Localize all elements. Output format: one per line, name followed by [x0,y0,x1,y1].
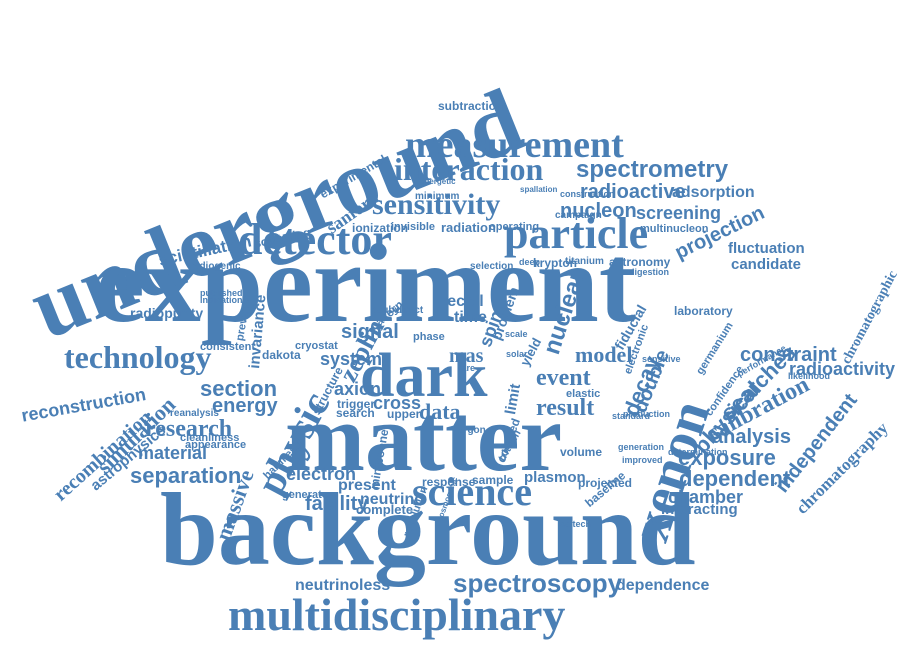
word-invisible: invisible [391,222,435,233]
word-solar: solar [506,350,528,359]
word-interaction: interaction [394,153,543,185]
word-elastic: elastic [566,389,600,400]
word-search: search [336,407,375,419]
word-separation: separation [130,465,241,487]
word-spallation: spallation [520,186,557,194]
word-fluctuation: fluctuation [728,241,805,256]
word-sensitive: sensitive [642,355,681,364]
word-interacting: interacting [661,502,738,517]
word-upper: upper [387,408,420,420]
word-deep: deep [519,258,540,267]
word-screening: screening [636,204,721,222]
word-event: event [536,366,591,390]
word-candidate: candidate [731,257,801,272]
word-construction: construction [560,190,615,199]
word-radiogenic: radiogenic [190,262,241,272]
word-chromatographic: chromatographic [840,269,900,367]
word-scale: scale [505,330,528,339]
word-radiation: radiation [441,221,496,234]
word-generation: generation [618,443,664,452]
word-phase: phase [413,332,445,343]
word-volume: volume [560,446,602,458]
word-generator: generator [282,490,333,501]
word-indication: indication [200,296,243,305]
word-recoil: recoil [441,294,484,310]
word-minimum: minimum [415,192,459,202]
word-plasmon: plasmon [524,470,586,485]
word-technology: technology [64,341,212,373]
word-radiopurity: radiopurity [130,306,203,320]
word-sample: sample [472,474,513,486]
word-energetic: energetic [420,178,456,186]
word-rare: rare [458,364,475,373]
word-multidisciplinary: multidisciplinary [228,592,565,638]
word-selection: selection [470,262,513,272]
word-multinucleon: multinucleon [640,224,708,235]
word-likelihood: likelihood [788,372,830,381]
word-data: data [419,401,461,423]
word-digestion: digestion [629,268,669,277]
word-appearance: appearance [185,440,246,451]
word-direct: direct [396,306,423,316]
word-reanalysis: reanalysis [170,409,219,419]
word-improved: improved [622,456,663,465]
word-adsorption: adsorption [672,185,755,201]
word-complete: complete [356,503,413,516]
word-spectrometry: spectrometry [576,158,728,182]
word-neutrinoless: neutrinoless [295,578,390,594]
word-cryostat: cryostat [295,341,338,352]
word-titanium: titanium [565,257,604,267]
word-section: section [200,378,277,400]
word-caltech: caltech [560,520,591,529]
word-argon: argon [458,426,486,436]
word-campaign: campaign [555,211,602,221]
word-determination: determination [668,448,728,457]
word-operating: operating [489,222,539,233]
word-laboratory: laboratory [674,305,733,317]
word-germanium: germanium [695,321,736,377]
word-spectroscopy: spectroscopy [453,570,622,596]
word-standard: standard [612,412,650,421]
word-subtraction: subtraction [438,100,503,112]
word-consistent: consistent [200,342,255,353]
word-dependence: dependence [616,578,709,594]
